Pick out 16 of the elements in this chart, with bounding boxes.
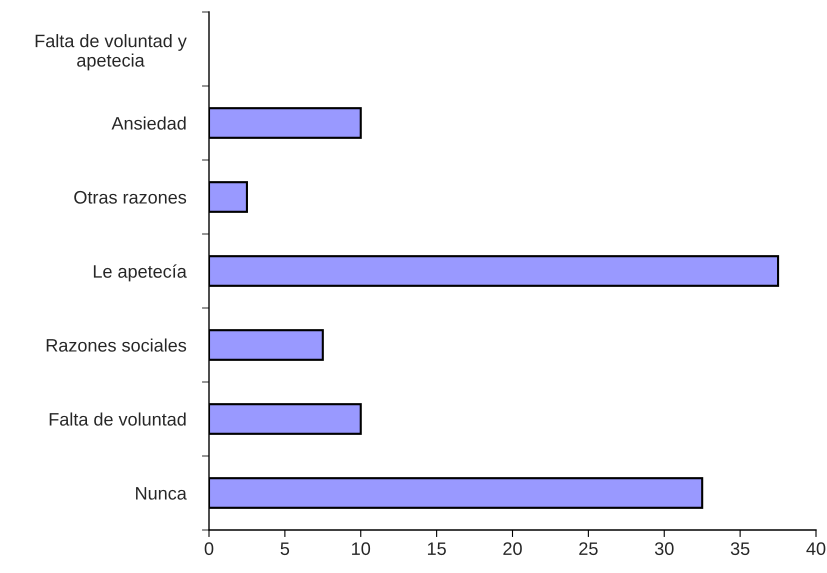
x-tick-label: 15: [428, 542, 446, 556]
y-tick-label: Nunca: [136, 487, 187, 500]
y-tick-label: Falta de voluntad y apetecia: [36, 34, 187, 70]
x-tick-label: 30: [654, 542, 674, 556]
x-tick-label: 25: [579, 542, 598, 556]
x-tick-label: 40: [806, 542, 826, 556]
y-tick-label: Ansiedad: [112, 116, 186, 130]
y-tick-label: Falta de voluntad: [50, 412, 186, 426]
x-tick-label: 0: [204, 542, 214, 556]
x-tick-label: 20: [503, 542, 522, 556]
x-tick-label: 5: [280, 542, 290, 556]
y-tick-label: Otras razones: [74, 190, 186, 204]
y-tick-label: Le apetecía: [94, 264, 187, 282]
x-tick-label: 10: [352, 542, 370, 556]
x-tick-label: 35: [730, 542, 750, 556]
y-tick-label: Razones sociales: [46, 338, 186, 352]
